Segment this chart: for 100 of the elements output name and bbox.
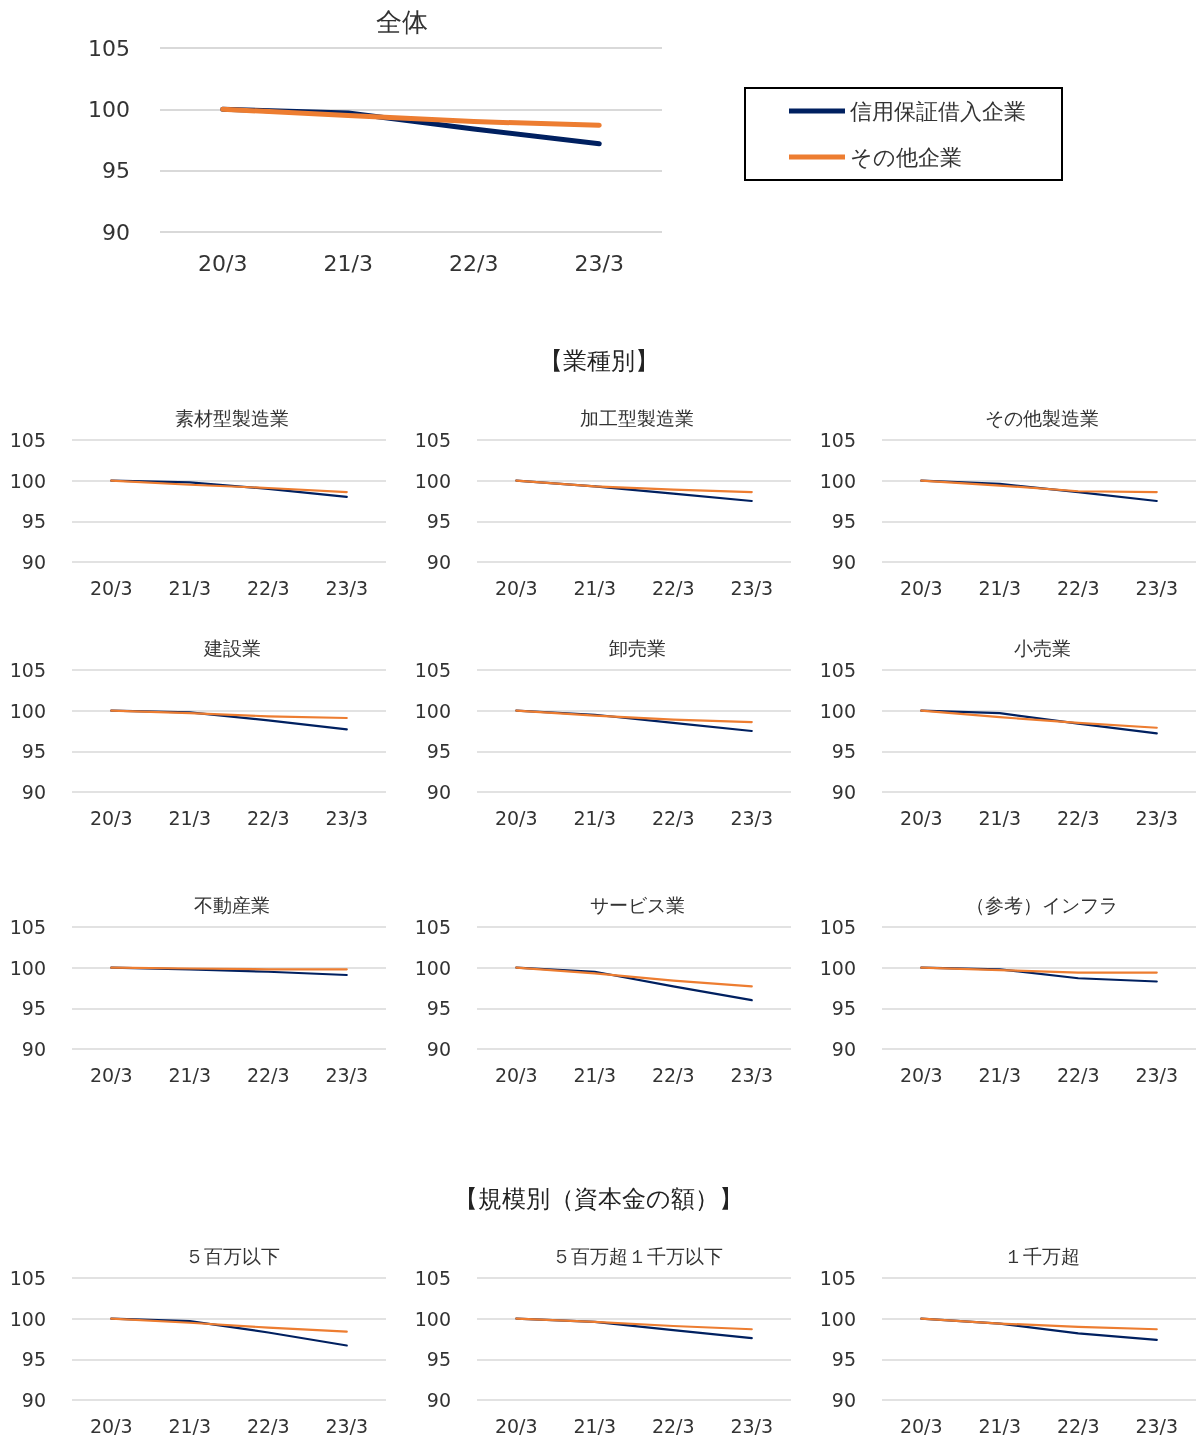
- y-tick-label: 105: [414, 429, 451, 451]
- chart-title: 素材型製造業: [175, 406, 289, 429]
- y-tick-label: 100: [414, 699, 451, 722]
- x-tick-label: 23/3: [1135, 1063, 1179, 1086]
- y-tick-label: 100: [9, 956, 46, 979]
- x-tick-label: 21/3: [978, 1063, 1022, 1086]
- x-tick-label: 21/3: [168, 1414, 212, 1437]
- line-series: [110, 709, 348, 720]
- y-tick-label: 105: [414, 1267, 451, 1289]
- x-tick-label: 22/3: [651, 1414, 695, 1437]
- x-tick-label: 22/3: [651, 576, 695, 599]
- x-tick-label: 23/3: [325, 1414, 369, 1437]
- y-tick-label: 100: [819, 1307, 856, 1330]
- x-tick-label: 22/3: [651, 806, 695, 829]
- y-tick-label: 100: [9, 1307, 46, 1330]
- x-tick-label: 20/3: [899, 806, 943, 829]
- x-tick-label: 20/3: [494, 806, 538, 829]
- y-tick-label: 105: [819, 659, 856, 681]
- y-tick-label: 90: [21, 1389, 46, 1411]
- y-tick-label: 100: [9, 469, 46, 492]
- y-tick-label: 90: [102, 219, 130, 245]
- y-tick-label: 90: [426, 551, 451, 573]
- line-series: [515, 1317, 753, 1331]
- y-tick-label: 100: [414, 1307, 451, 1330]
- x-tick-label: 22/3: [1056, 1063, 1100, 1086]
- line-series: [110, 479, 348, 499]
- y-tick-label: 95: [426, 997, 451, 1020]
- y-tick-label: 95: [21, 740, 46, 763]
- chart-title: 小売業: [1013, 636, 1071, 659]
- x-tick-label: 21/3: [323, 250, 373, 276]
- y-tick-label: 95: [426, 1348, 451, 1371]
- y-tick-label: 95: [21, 1348, 46, 1371]
- y-tick-label: 90: [21, 781, 46, 803]
- x-tick-label: 20/3: [198, 250, 248, 276]
- x-tick-label: 21/3: [168, 806, 212, 829]
- x-tick-label: 21/3: [978, 576, 1022, 599]
- x-tick-label: 21/3: [978, 1414, 1022, 1437]
- x-tick-label: 20/3: [89, 1414, 133, 1437]
- y-tick-label: 90: [831, 781, 856, 803]
- y-tick-label: 95: [21, 997, 46, 1020]
- legend-label: その他企業: [850, 144, 962, 170]
- x-tick-label: 20/3: [494, 1063, 538, 1086]
- x-tick-label: 21/3: [978, 806, 1022, 829]
- y-tick-label: 105: [9, 659, 46, 681]
- x-tick-label: 23/3: [325, 576, 369, 599]
- x-tick-label: 21/3: [573, 1063, 617, 1086]
- chart-title: （参考）インフラ: [966, 893, 1118, 916]
- line-series: [110, 479, 348, 494]
- x-tick-label: 23/3: [1135, 806, 1179, 829]
- y-tick-label: 100: [88, 96, 130, 122]
- y-tick-label: 95: [831, 510, 856, 533]
- x-tick-label: 23/3: [730, 576, 774, 599]
- y-tick-label: 95: [831, 1348, 856, 1371]
- y-tick-label: 105: [819, 429, 856, 451]
- line-series: [920, 479, 1158, 494]
- x-tick-label: 21/3: [573, 806, 617, 829]
- x-tick-label: 20/3: [899, 1414, 943, 1437]
- y-tick-label: 90: [21, 1038, 46, 1060]
- text: 【業種別】: [537, 346, 660, 377]
- line-series: [515, 479, 753, 494]
- line-series: [920, 1317, 1158, 1331]
- x-tick-label: 20/3: [89, 1063, 133, 1086]
- x-tick-label: 23/3: [574, 250, 624, 276]
- y-tick-label: 100: [9, 699, 46, 722]
- x-tick-label: 23/3: [730, 806, 774, 829]
- chart-title: 加工型製造業: [580, 406, 694, 429]
- line-series: [515, 709, 753, 724]
- chart-title: ５百万超１千万以下: [551, 1244, 723, 1267]
- x-tick-label: 23/3: [730, 1063, 774, 1086]
- text: 【規模別（資本金の額）】: [453, 1184, 744, 1215]
- x-tick-label: 22/3: [449, 250, 499, 276]
- x-tick-label: 22/3: [246, 806, 290, 829]
- chart-title: サービス業: [589, 893, 685, 916]
- y-tick-label: 100: [414, 956, 451, 979]
- chart-title: １千万超: [1004, 1244, 1080, 1267]
- y-tick-label: 90: [21, 551, 46, 573]
- y-tick-label: 100: [819, 469, 856, 492]
- x-tick-label: 20/3: [89, 806, 133, 829]
- chart-title: 不動産業: [194, 893, 270, 916]
- y-tick-label: 95: [426, 740, 451, 763]
- x-tick-label: 20/3: [899, 1063, 943, 1086]
- y-tick-label: 105: [819, 916, 856, 938]
- line-series: [920, 709, 1158, 729]
- y-tick-label: 95: [102, 158, 130, 184]
- x-tick-label: 22/3: [651, 1063, 695, 1086]
- y-tick-label: 105: [9, 916, 46, 938]
- x-tick-label: 22/3: [1056, 1414, 1100, 1437]
- y-tick-label: 95: [831, 997, 856, 1020]
- y-tick-label: 90: [426, 1038, 451, 1060]
- chart-title: 卸売業: [608, 636, 666, 659]
- x-tick-label: 23/3: [325, 1063, 369, 1086]
- y-tick-label: 105: [9, 429, 46, 451]
- y-tick-label: 105: [414, 916, 451, 938]
- chart-title: ５百万以下: [184, 1244, 280, 1267]
- x-tick-label: 22/3: [246, 1414, 290, 1437]
- line-series: [110, 1317, 348, 1333]
- line-series: [920, 709, 1158, 735]
- x-tick-label: 23/3: [325, 806, 369, 829]
- y-tick-label: 95: [21, 510, 46, 533]
- y-tick-label: 90: [831, 1038, 856, 1060]
